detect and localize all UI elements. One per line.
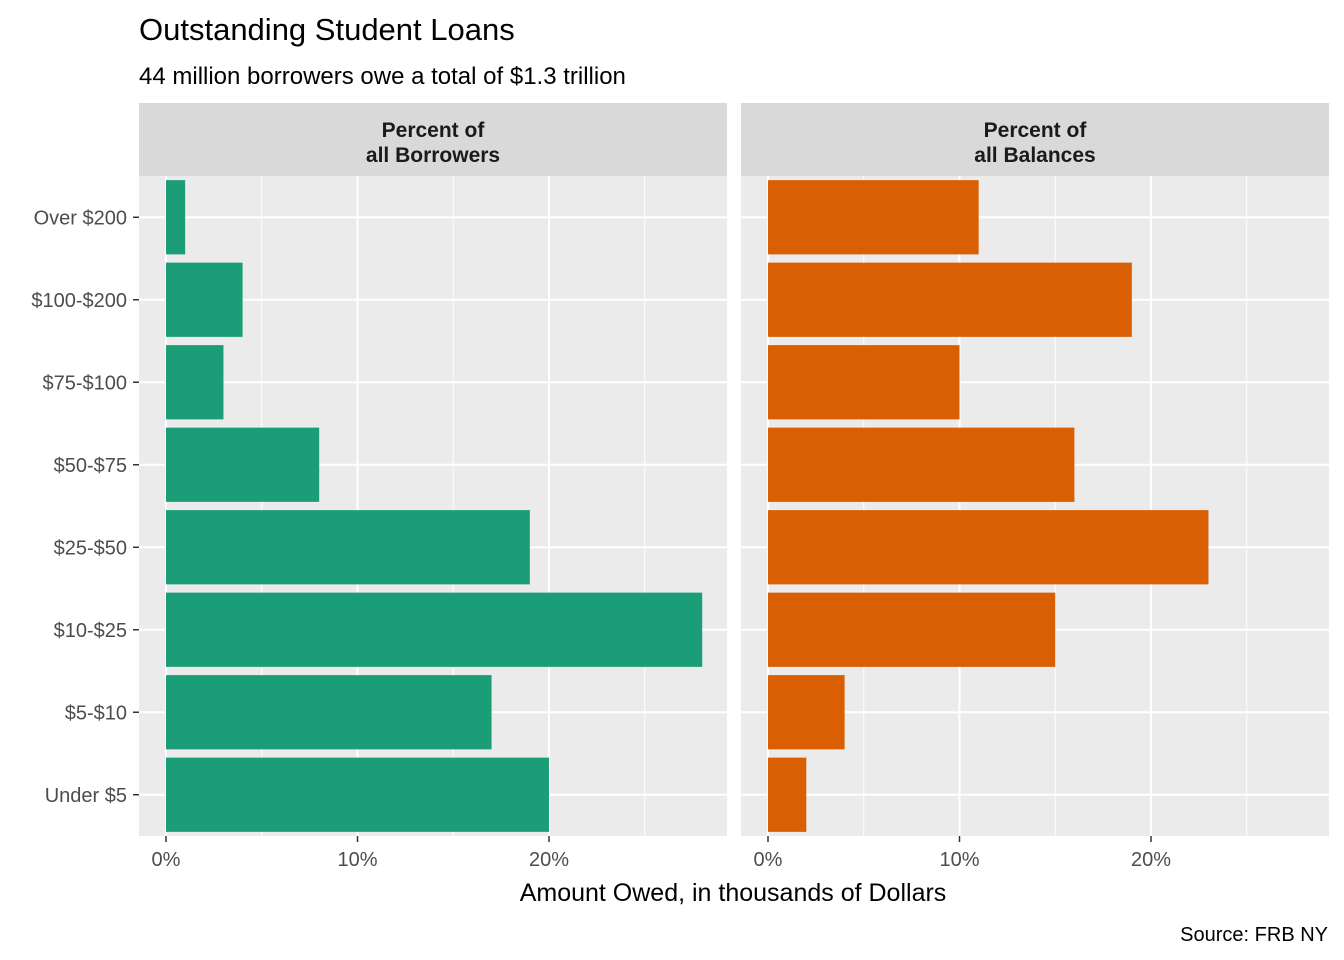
x-tick-label: 20%: [1131, 849, 1171, 871]
bar-1-6: [166, 345, 224, 420]
facet-strip-line: all Balances: [974, 144, 1095, 167]
x-tick-label: 20%: [529, 849, 569, 871]
facet-strip: [741, 103, 1329, 176]
bar-2-5: [768, 427, 1075, 502]
bar-1-4: [166, 510, 530, 585]
facet-strip-label: Percent of all Borrowers: [366, 119, 500, 167]
y-tick-label: Over $200: [34, 207, 127, 229]
bar-2-8: [768, 180, 979, 255]
bar-2-1: [768, 757, 807, 832]
y-tick-label: Under $5: [45, 785, 127, 807]
x-tick-label: 10%: [337, 849, 377, 871]
bar-1-1: [166, 757, 549, 832]
x-tick-label: 0%: [152, 849, 181, 871]
bar-1-8: [166, 180, 186, 255]
bar-2-4: [768, 510, 1209, 585]
y-tick-label: $5-$10: [65, 702, 127, 724]
y-tick-label: $50-$75: [54, 455, 127, 477]
bar-2-3: [768, 592, 1056, 667]
caption: Source: FRB NY: [1180, 924, 1328, 946]
y-tick-label: $100-$200: [31, 290, 127, 312]
chart-subtitle: 44 million borrowers owe a total of $1.3…: [139, 63, 626, 90]
x-tick-label: 0%: [754, 849, 783, 871]
bar-1-3: [166, 592, 703, 667]
bar-1-7: [166, 262, 243, 337]
bar-1-5: [166, 427, 320, 502]
y-tick-label: $10-$25: [54, 620, 127, 642]
facet-strip-line: Percent of: [984, 119, 1088, 142]
chart-title: Outstanding Student Loans: [139, 12, 515, 47]
bar-2-2: [768, 675, 845, 750]
bar-2-7: [768, 262, 1132, 337]
x-axis-title: Amount Owed, in thousands of Dollars: [520, 879, 947, 907]
facet-strip-line: Percent of: [382, 119, 486, 142]
facet-strip-label: Percent of all Balances: [974, 119, 1095, 167]
panel-1: Percent of all Borrowers 0% 10% 20%: [139, 103, 727, 871]
x-tick-label: 10%: [939, 849, 979, 871]
y-tick-label: $75-$100: [42, 372, 127, 394]
facet-strip-line: all Borrowers: [366, 144, 500, 167]
y-axis: Under $5 $5-$10 $10-$25 $25-$50 $50-$75 $75-$…: [31, 207, 139, 807]
bar-1-2: [166, 675, 492, 750]
y-tick-label: $25-$50: [54, 537, 127, 559]
bar-2-6: [768, 345, 960, 420]
panel-2: Percent of all Balances 0% 10% 20%: [741, 103, 1329, 871]
facet-strip: [139, 103, 727, 176]
